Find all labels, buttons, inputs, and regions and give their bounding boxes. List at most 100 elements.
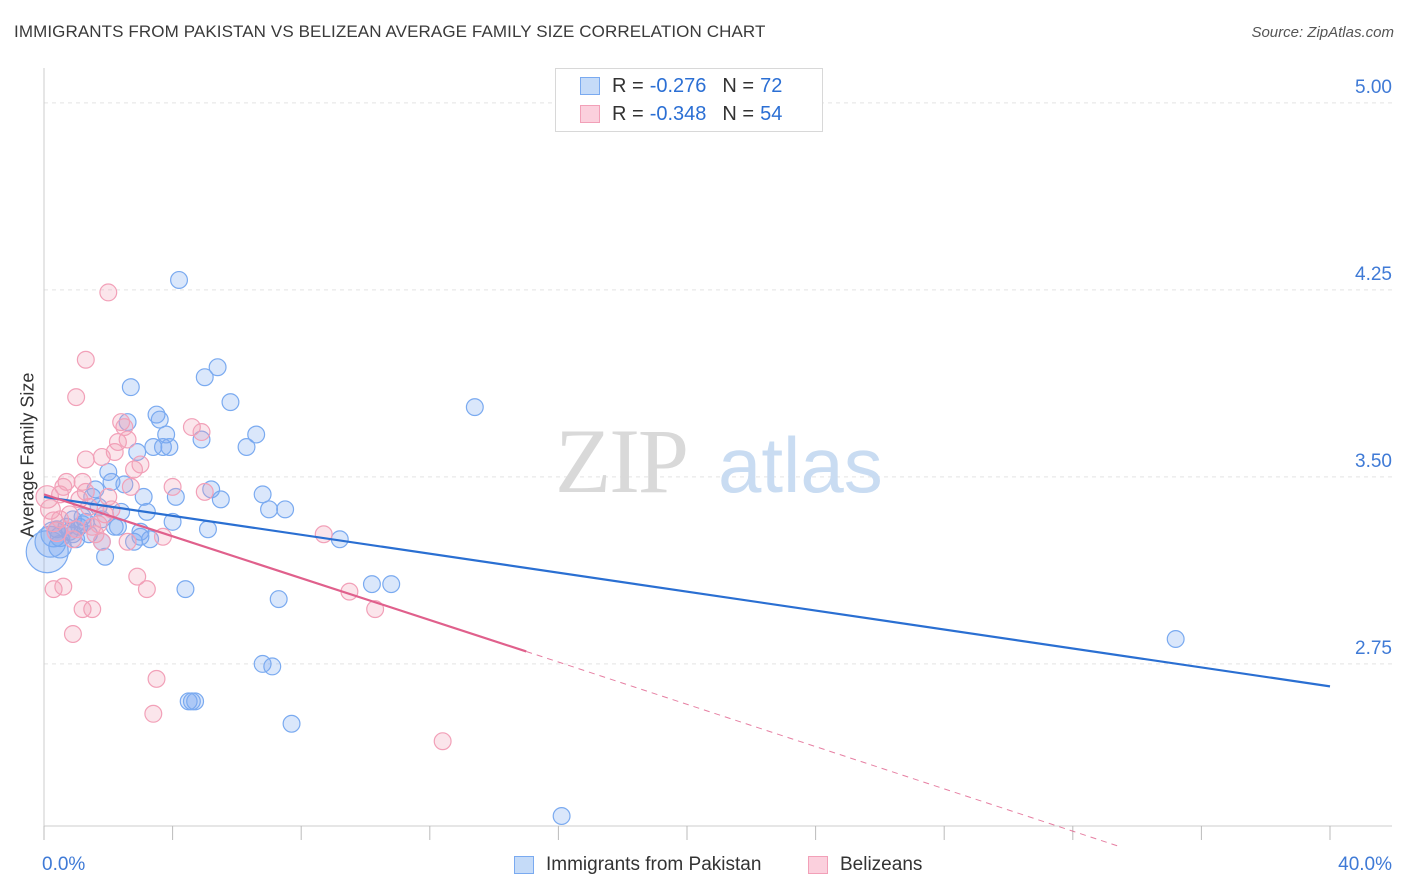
point-belizean — [86, 525, 105, 544]
y-axis-label: Average Family Size — [17, 372, 38, 538]
legend-n-label: N = — [722, 102, 755, 125]
watermark: ZIP atlas — [555, 410, 883, 512]
point-belizean — [118, 532, 137, 551]
point-belizean — [192, 423, 211, 442]
trend-lines — [43, 493, 1331, 847]
legend-row-belizeans: R = -0.348 N = 54 — [580, 100, 798, 128]
point-belizean — [40, 498, 61, 520]
legend-r-label: R = — [612, 74, 644, 97]
trend-line-belizean — [43, 493, 527, 653]
point-belizean — [67, 520, 86, 539]
point-belizean — [112, 413, 131, 432]
point-pakistan — [170, 270, 189, 289]
x-tick-labels: 0.0% 40.0% — [42, 854, 1392, 875]
point-pakistan — [176, 580, 195, 599]
point-belizean — [57, 472, 76, 491]
bottom-legend-label-pakistan: Immigrants from Pakistan — [546, 854, 762, 875]
point-pakistan — [208, 358, 227, 377]
point-pakistan — [144, 438, 163, 457]
legend-r-label: R = — [612, 102, 644, 125]
legend-row-pakistan: R = -0.276 N = 72 — [580, 72, 798, 100]
point-pakistan — [382, 575, 401, 594]
point-pakistan — [282, 714, 301, 733]
point-belizean — [137, 580, 156, 599]
point-pakistan — [150, 410, 169, 429]
chart-title: IMMIGRANTS FROM PAKISTAN VS BELIZEAN AVE… — [14, 22, 766, 41]
axes — [43, 68, 1392, 840]
point-pakistan — [237, 438, 256, 457]
point-pakistan — [134, 487, 153, 506]
point-belizean — [433, 732, 452, 751]
point-pakistan — [195, 368, 214, 387]
point-pakistan — [96, 547, 115, 566]
point-pakistan — [198, 520, 217, 539]
watermark-atlas: atlas — [718, 421, 883, 509]
point-pakistan — [160, 438, 179, 457]
grid-lines — [44, 102, 1392, 665]
point-pakistan — [221, 393, 240, 412]
point-belizean — [147, 669, 166, 688]
bottom-legend-pakistan: Immigrants from Pakistan — [514, 854, 761, 876]
point-pakistan — [186, 692, 205, 711]
point-belizean — [73, 600, 92, 619]
point-belizean — [128, 567, 147, 586]
point-pakistan — [465, 398, 484, 417]
point-pakistan — [247, 425, 266, 444]
bottom-legend-swatch-belizeans — [808, 856, 828, 874]
point-belizean — [54, 477, 73, 496]
point-belizean — [76, 450, 95, 469]
bottom-legend-belizeans: Belizeans — [808, 854, 922, 876]
point-pakistan — [269, 590, 288, 609]
point-pakistan — [260, 500, 279, 519]
point-belizean — [83, 600, 102, 619]
point-pakistan — [211, 490, 230, 509]
point-pakistan — [166, 487, 185, 506]
legend-n-value: 72 — [760, 74, 783, 97]
legend-r-value: -0.276 — [649, 74, 707, 97]
point-belizean — [92, 447, 111, 466]
point-belizean — [63, 625, 82, 644]
trend-line-belizean-extension — [526, 650, 1118, 847]
point-belizean — [99, 283, 118, 302]
point-belizean — [314, 525, 333, 544]
point-belizean — [144, 704, 163, 723]
y-tick-label: 3.50 — [1355, 451, 1392, 472]
data-points — [25, 270, 1185, 826]
point-belizean — [73, 472, 92, 491]
point-pakistan — [1166, 629, 1185, 648]
point-pakistan — [63, 525, 82, 544]
y-tick-label: 4.25 — [1355, 264, 1392, 285]
point-belizean — [182, 418, 201, 437]
y-tick-label: 5.00 — [1355, 77, 1392, 98]
watermark-zip: ZIP — [555, 410, 687, 512]
point-pakistan — [99, 462, 118, 481]
bottom-legend-swatch-pakistan — [514, 856, 534, 874]
x-tick-label-max: 40.0% — [1338, 854, 1392, 875]
point-belizean — [163, 477, 182, 496]
point-belizean — [195, 482, 214, 501]
point-belizean — [121, 477, 140, 496]
point-belizean — [63, 530, 82, 549]
stats-legend: R = -0.276 N = 72 R = -0.348 N = 54 — [555, 68, 823, 132]
point-belizean — [92, 532, 111, 551]
point-belizean — [131, 455, 150, 474]
legend-swatch-pakistan — [580, 77, 600, 95]
y-tick-label: 2.75 — [1355, 638, 1392, 659]
point-pakistan — [276, 500, 295, 519]
legend-n-label: N = — [722, 74, 755, 97]
point-pakistan — [253, 485, 272, 504]
point-pakistan — [192, 430, 211, 449]
source-label: Source: ZipAtlas.com — [1251, 24, 1394, 41]
point-pakistan — [118, 413, 137, 432]
y-tick-labels: 2.75 3.50 4.25 5.00 — [1355, 77, 1392, 659]
trend-line-pakistan — [43, 495, 1331, 688]
point-belizean — [89, 515, 108, 534]
legend-r-value: -0.348 — [649, 102, 707, 125]
point-belizean — [60, 505, 79, 524]
point-belizean — [54, 577, 73, 596]
point-belizean — [51, 510, 70, 529]
x-tick-label-min: 0.0% — [42, 854, 85, 875]
point-belizean — [46, 521, 68, 543]
point-belizean — [76, 482, 95, 501]
